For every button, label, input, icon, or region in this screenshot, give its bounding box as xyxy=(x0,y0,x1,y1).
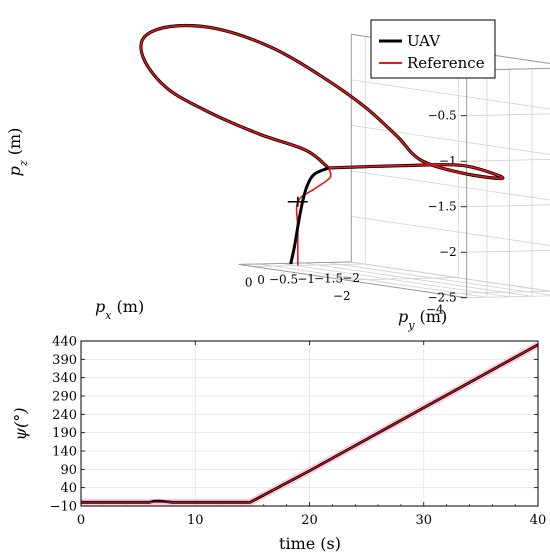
grid-y-floor xyxy=(326,262,550,296)
ztick-label: −2 xyxy=(439,245,457,259)
ytick-label: 290 xyxy=(52,390,77,405)
grid-z-right xyxy=(351,79,550,110)
ytick-label: −2 xyxy=(342,271,360,285)
grid-y-floor xyxy=(348,261,550,292)
lines2d xyxy=(81,341,540,506)
ytick-label: 90 xyxy=(60,463,77,478)
grid2d xyxy=(80,340,539,507)
legend: UAV Reference xyxy=(370,19,496,79)
ztick-label: −0.5 xyxy=(428,109,457,123)
xtick-label: 0 xyxy=(77,513,85,528)
legend-label-uav: UAV xyxy=(407,32,441,50)
ylabel-3d: py (m) xyxy=(398,307,447,332)
box-edge xyxy=(238,263,467,299)
box-edge xyxy=(238,261,352,265)
xtick-label: 30 xyxy=(415,513,432,528)
plot2d: −10 40 90 140 190 240 290 340 390 440 0 10 20 30 40 ti… xyxy=(11,335,546,554)
xtick-label: 10 xyxy=(187,513,204,528)
grid-y-floor xyxy=(303,262,532,297)
grid-y-floor xyxy=(258,263,487,298)
grid3d xyxy=(238,33,550,299)
trajectory3d xyxy=(139,24,505,266)
xtick-label: 0 xyxy=(245,275,253,289)
plot3d: −2.5−2−1.5−1−0.50−4−200−0.5−1−1.5−2 pz (… xyxy=(5,19,550,332)
start-marker xyxy=(287,196,308,207)
ytick-label: 40 xyxy=(60,481,77,496)
xlabel-3d: px (m) xyxy=(95,297,144,322)
legend-label-reference: Reference xyxy=(407,54,485,72)
ytick-label: −0.5 xyxy=(269,272,298,286)
xtick-label: −4 xyxy=(426,303,444,317)
ytick-label: 190 xyxy=(52,426,77,441)
legend-box xyxy=(370,19,496,79)
ytick-label: 240 xyxy=(52,408,77,423)
grid-z-right xyxy=(351,170,550,201)
ytick-label: −10 xyxy=(50,500,77,515)
xtick-label: −2 xyxy=(333,289,351,303)
grid-z-left xyxy=(466,158,550,162)
ylabel-2d: ψ(°) xyxy=(11,407,30,440)
grid-z-left xyxy=(466,249,550,253)
ztick-label: −2.5 xyxy=(428,291,457,305)
ztick-label: −1.5 xyxy=(428,200,457,214)
ytick-label: −1 xyxy=(297,272,315,286)
zlabel: pz (m) xyxy=(5,128,30,177)
ytick-label: 0 xyxy=(257,273,265,287)
reference-yaw-line xyxy=(81,344,539,503)
grid-z-left xyxy=(466,204,550,208)
ytick-label: 340 xyxy=(52,371,77,386)
reference-takeoff-line xyxy=(295,167,332,266)
ytick-label: 140 xyxy=(52,445,77,460)
plot2d-frame xyxy=(80,340,539,507)
grid-z-left xyxy=(466,113,550,117)
ytick-label: 390 xyxy=(52,353,77,368)
xlabel-2d: time (s) xyxy=(279,534,341,553)
xtick-label: 40 xyxy=(530,513,547,528)
ytick-label: 440 xyxy=(52,335,77,350)
grid-z-right xyxy=(351,216,550,246)
grid-y-floor xyxy=(281,263,510,298)
ytick-label: −1.5 xyxy=(314,271,343,285)
grid-z-right xyxy=(351,125,550,155)
figure-eight-reference-line xyxy=(140,24,504,180)
xtick-label: 20 xyxy=(301,513,318,528)
